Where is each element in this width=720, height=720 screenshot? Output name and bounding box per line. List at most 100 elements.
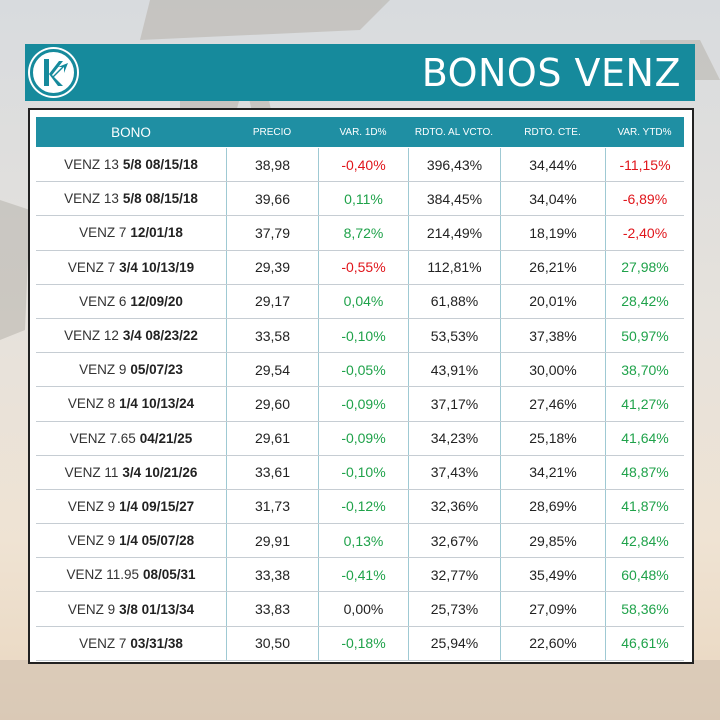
var-ytd-cell: 27,98% — [605, 250, 684, 284]
bono-maturity: 05/07/23 — [130, 362, 183, 378]
table-row: VENZ 9 1/4 05/07/28 29,91 0,13% 32,67% 29,85%… — [36, 524, 684, 559]
rdto-cte-cell: 27,46% — [500, 387, 605, 421]
rdto-vcto-cell: 214,49% — [408, 216, 500, 250]
bono-cell: VENZ 6 12/09/20 — [36, 285, 226, 318]
rdto-vcto-cell: 37,17% — [408, 387, 500, 421]
bono-cell: VENZ 8 1/4 10/13/24 — [36, 387, 226, 420]
bono-name: VENZ 13 — [64, 157, 119, 173]
var-ytd-cell: 60,48% — [605, 558, 684, 592]
table-row: VENZ 11.95 08/05/31 33,38 -0,41% 32,77% 35,49… — [36, 558, 684, 593]
rdto-cte-cell: 37,38% — [500, 318, 605, 353]
bono-name: VENZ 11 — [64, 464, 119, 480]
precio-cell: 29,91 — [226, 524, 318, 558]
rdto-cte-cell: 20,01% — [500, 284, 605, 318]
rdto-vcto-cell: 34,23% — [408, 421, 500, 455]
column-header-var-1d: VAR. 1D% — [339, 126, 387, 138]
bono-name: VENZ 7.65 — [69, 430, 136, 446]
bono-maturity: 12/09/20 — [130, 293, 183, 309]
bono-name: VENZ 9 — [79, 362, 127, 378]
table-row: VENZ 7.65 04/21/25 29,61 -0,09% 34,23% 25,18%… — [36, 421, 684, 456]
column-header-bono: BONO — [111, 124, 151, 140]
precio-cell: 38,98 — [226, 148, 318, 182]
bono-name: VENZ 9 — [67, 533, 116, 549]
rdto-vcto-cell: 32,36% — [408, 489, 500, 524]
var-1d-cell: -0,09% — [318, 421, 408, 455]
bono-cell: VENZ 9 1/4 05/07/28 — [36, 524, 226, 557]
var-1d-cell: -0,41% — [318, 558, 408, 592]
precio-cell: 29,54 — [226, 353, 318, 387]
var-1d-cell: 8,72% — [318, 216, 408, 250]
bono-cell: VENZ 13 5/8 08/15/18 — [36, 148, 226, 181]
rdto-vcto-cell: 43,91% — [408, 353, 500, 387]
rdto-cte-cell: 29,85% — [500, 524, 605, 558]
var-ytd-cell: 28,42% — [605, 284, 684, 318]
rdto-vcto-cell: 53,53% — [408, 318, 500, 353]
table-row: VENZ 12 3/4 08/23/22 33,58 -0,10% 53,53% 37,3… — [36, 318, 684, 354]
k-arrow-logo-icon — [28, 47, 79, 98]
rdto-cte-cell: 22,60% — [500, 626, 605, 660]
table-row: VENZ 9 3/8 01/13/34 33,83 0,00% 25,73% 27,09%… — [36, 592, 684, 627]
precio-cell: 29,39 — [226, 250, 318, 284]
bono-name: VENZ 9 — [67, 601, 116, 617]
rdto-vcto-cell: 61,88% — [408, 284, 500, 318]
var-ytd-cell: 48,87% — [605, 455, 684, 489]
bono-name: VENZ 7 — [79, 225, 127, 241]
table-header-row: BONO PRECIO VAR. 1D% RDTO. AL VCTO. RDTO… — [36, 117, 684, 147]
rdto-cte-cell: 30,00% — [500, 353, 605, 387]
bono-maturity: 3/4 10/21/26 — [122, 464, 198, 480]
bono-maturity: 1/4 05/07/28 — [119, 533, 195, 549]
rdto-cte-cell: 34,44% — [500, 148, 605, 182]
var-1d-cell: -0,10% — [318, 318, 408, 353]
bono-name: VENZ 7 — [79, 635, 127, 651]
var-1d-cell: -0,10% — [318, 455, 408, 489]
var-1d-cell: -0,09% — [318, 387, 408, 421]
bono-cell: VENZ 7 3/4 10/13/19 — [36, 251, 226, 284]
bono-cell: VENZ 9 3/8 01/13/34 — [36, 592, 226, 625]
table-row: VENZ 9 05/07/23 29,54 -0,05% 43,91% 30,00% 38,… — [36, 353, 684, 388]
bono-cell: VENZ 12 3/4 08/23/22 — [36, 319, 226, 352]
bonds-table: BONO PRECIO VAR. 1D% RDTO. AL VCTO. RDTO… — [28, 108, 694, 664]
bono-name: VENZ 12 — [64, 328, 119, 344]
var-1d-cell: 0,00% — [318, 592, 408, 626]
var-ytd-cell: 58,36% — [605, 592, 684, 626]
bono-cell: VENZ 9 1/4 09/15/27 — [36, 490, 226, 523]
table-row: VENZ 8 1/4 10/13/24 29,60 -0,09% 37,17% 27,46… — [36, 387, 684, 422]
var-ytd-cell: 41,64% — [605, 421, 684, 455]
bono-cell: VENZ 7 12/01/18 — [36, 216, 226, 249]
var-ytd-cell: -11,15% — [605, 148, 684, 182]
rdto-cte-cell: 18,19% — [500, 216, 605, 250]
precio-cell: 33,38 — [226, 558, 318, 592]
precio-cell: 39,66 — [226, 182, 318, 216]
bono-maturity: 1/4 10/13/24 — [119, 396, 195, 412]
rdto-cte-cell: 27,09% — [500, 592, 605, 626]
precio-cell: 37,79 — [226, 216, 318, 250]
column-header-precio: PRECIO — [252, 126, 292, 138]
bono-cell: VENZ 7 03/31/38 — [36, 627, 226, 660]
bono-maturity: 3/4 10/13/19 — [119, 259, 195, 275]
rdto-cte-cell: 34,04% — [500, 182, 605, 216]
precio-cell: 33,83 — [226, 592, 318, 626]
bono-cell: VENZ 11 3/4 10/21/26 — [36, 456, 226, 489]
var-ytd-cell: 50,97% — [605, 318, 684, 353]
bono-name: VENZ 7 — [67, 259, 116, 275]
bono-name: VENZ 8 — [67, 396, 116, 412]
rdto-cte-cell: 26,21% — [500, 250, 605, 284]
table-row: VENZ 6 12/09/20 29,17 0,04% 61,88% 20,01% 28,4… — [36, 284, 684, 319]
table-row: VENZ 9 1/4 09/15/27 31,73 -0,12% 32,36% 28,69… — [36, 489, 684, 525]
precio-cell: 29,60 — [226, 387, 318, 421]
bono-maturity: 08/05/31 — [142, 567, 196, 583]
bono-cell: VENZ 9 05/07/23 — [36, 353, 226, 386]
rdto-vcto-cell: 112,81% — [408, 250, 500, 284]
var-ytd-cell: 46,61% — [605, 626, 684, 660]
precio-cell: 33,61 — [226, 455, 318, 489]
bono-cell: VENZ 7.65 04/21/25 — [36, 422, 226, 455]
var-1d-cell: -0,40% — [318, 148, 408, 182]
var-ytd-cell: 41,27% — [605, 387, 684, 421]
bono-name: VENZ 6 — [79, 293, 127, 309]
rdto-cte-cell: 25,18% — [500, 421, 605, 455]
column-header-rdto-vcto: RDTO. AL VCTO. — [414, 126, 494, 138]
precio-cell: 29,17 — [226, 284, 318, 318]
table-row: VENZ 13 5/8 08/15/18 39,66 0,11% 384,45% 34,0… — [36, 182, 684, 217]
bono-name: VENZ 11.95 — [66, 567, 139, 583]
bono-maturity: 12/01/18 — [130, 225, 183, 241]
